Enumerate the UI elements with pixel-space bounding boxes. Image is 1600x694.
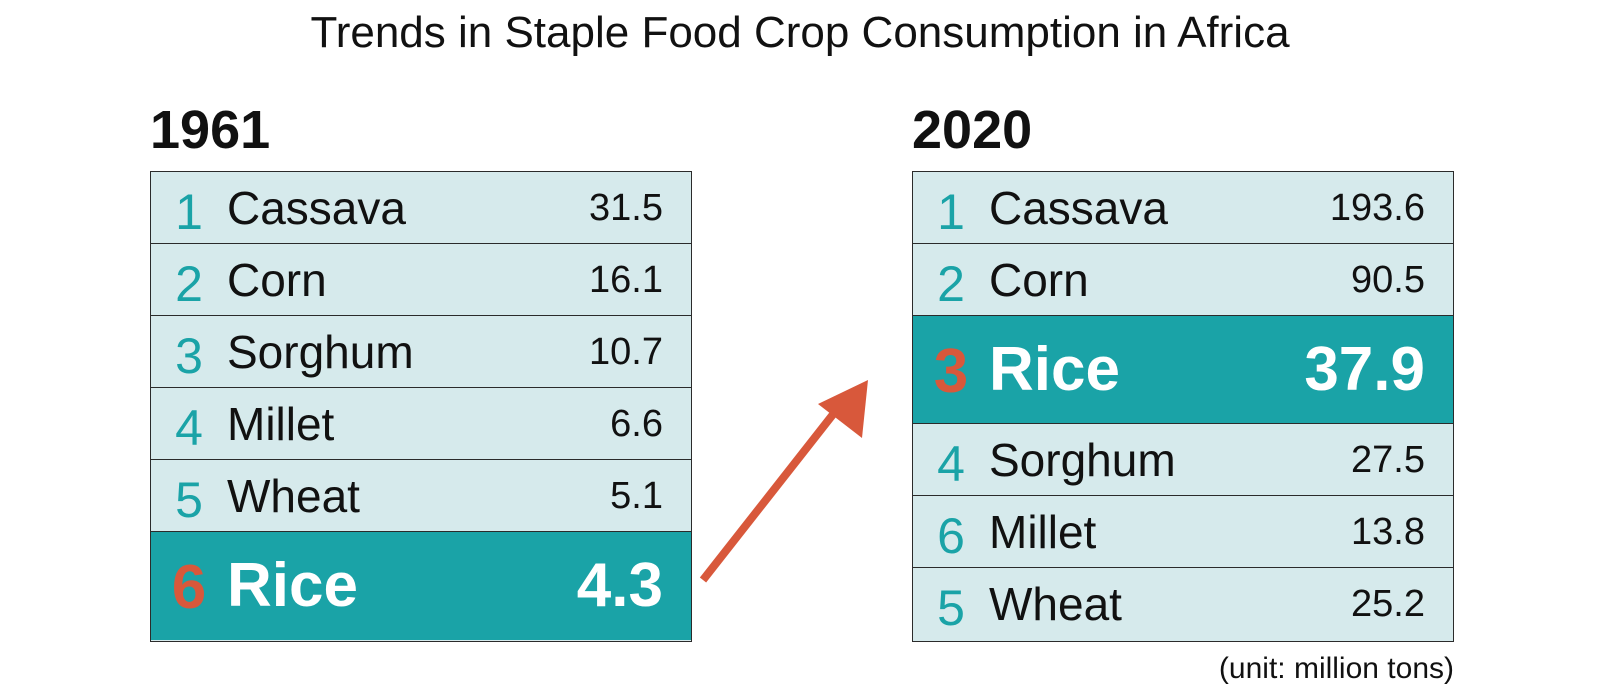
table-row: 6 Millet 13.8 — [913, 496, 1453, 568]
crop-name: Millet — [227, 397, 335, 450]
unit-note: (unit: million tons) — [1218, 652, 1454, 685]
table-row-highlighted: 6 Rice 4.3 — [151, 532, 691, 640]
crop-name: Corn — [989, 253, 1089, 306]
rank-number: 6 — [937, 507, 965, 564]
table-2020: 1 Cassava 193.6 2 Corn 90.5 3 Rice 37.9 4 Sorghum 2… — [912, 171, 1454, 642]
table-row: 5 Wheat 5.1 — [151, 460, 691, 532]
consumption-value: 16.1 — [589, 258, 663, 301]
table-row: 5 Wheat 25.2 — [913, 568, 1453, 640]
consumption-value: 13.8 — [1351, 510, 1425, 553]
rank-number: 4 — [175, 399, 203, 456]
table-row: 4 Millet 6.6 — [151, 388, 691, 460]
table-row: 2 Corn 90.5 — [913, 244, 1453, 316]
crop-name: Cassava — [227, 181, 406, 234]
table-row: 1 Cassava 193.6 — [913, 172, 1453, 244]
consumption-value: 37.9 — [1304, 334, 1425, 404]
consumption-value: 4.3 — [576, 551, 663, 620]
table-row: 1 Cassava 31.5 — [151, 172, 691, 244]
crop-name: Corn — [227, 253, 327, 306]
table-row: 3 Sorghum 10.7 — [151, 316, 691, 388]
consumption-value: 90.5 — [1351, 258, 1425, 301]
table-1961: 1 Cassava 31.5 2 Corn 16.1 3 Sorghum 10.7 4 Millet… — [150, 171, 692, 642]
table-row: 2 Corn 16.1 — [151, 244, 691, 316]
crop-name: Rice — [989, 334, 1120, 404]
crop-name: Wheat — [989, 578, 1122, 630]
consumption-value: 193.6 — [1329, 186, 1425, 229]
rank-number: 1 — [937, 183, 965, 240]
rank-number: 5 — [175, 471, 203, 528]
consumption-value: 27.5 — [1351, 438, 1425, 481]
crop-name: Sorghum — [227, 325, 414, 378]
consumption-value: 5.1 — [610, 474, 663, 517]
rank-number: 4 — [937, 435, 965, 492]
rank-number: 6 — [171, 553, 207, 622]
rank-number: 3 — [933, 336, 969, 406]
rank-number: 3 — [175, 327, 203, 384]
table-row-highlighted: 3 Rice 37.9 — [913, 316, 1453, 424]
consumption-value: 31.5 — [589, 186, 663, 229]
consumption-value: 25.2 — [1351, 583, 1425, 625]
chart-title: Trends in Staple Food Crop Consumption i… — [310, 8, 1290, 57]
crop-name: Millet — [989, 505, 1097, 558]
rank-number: 2 — [175, 255, 203, 312]
rank-number: 1 — [175, 183, 203, 240]
year-label-2020: 2020 — [912, 100, 1033, 160]
table-row: 4 Sorghum 27.5 — [913, 424, 1453, 496]
consumption-value: 6.6 — [610, 402, 663, 445]
year-label-1961: 1961 — [150, 100, 271, 160]
crop-name: Cassava — [989, 181, 1168, 234]
rank-number: 2 — [937, 255, 965, 312]
crop-name: Sorghum — [989, 433, 1176, 486]
rank-number: 5 — [937, 580, 965, 636]
consumption-value: 10.7 — [589, 330, 663, 373]
crop-name: Wheat — [227, 469, 360, 522]
crop-name: Rice — [227, 551, 358, 620]
